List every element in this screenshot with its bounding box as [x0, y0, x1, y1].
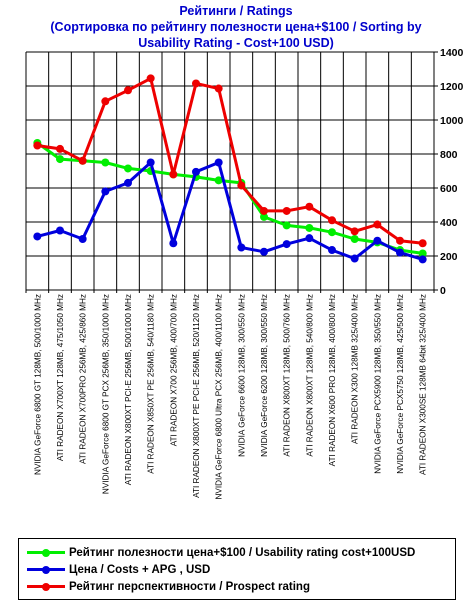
x-tick-label-14: ATI RADEON X300 128MB 325/400 MHz: [351, 294, 360, 444]
point-prospect-8: [214, 84, 223, 93]
x-tick-label-16: NVIDIA GeForce PCX5750 128MB, 425/500 MH…: [396, 294, 405, 474]
point-costs-15: [373, 236, 382, 245]
point-prospect-7: [192, 79, 200, 88]
point-prospect-3: [101, 97, 110, 106]
legend-label-usability: Рейтинг полезности цена+$100 / Usability…: [69, 547, 416, 559]
point-prospect-6: [169, 170, 178, 179]
x-tick-label-5: ATI RADEON X850XT PE 256MB, 540/1180 MHz: [147, 294, 156, 474]
point-costs-3: [101, 187, 110, 196]
point-costs-17: [418, 255, 427, 264]
legend-swatch-prospect: [27, 579, 65, 595]
point-costs-16: [396, 248, 404, 257]
series-prospect: [33, 74, 427, 248]
point-costs-12: [305, 234, 314, 243]
point-prospect-0: [33, 141, 42, 150]
chart-title: Рейтинги / Ratings (Сортировка по рейтин…: [0, 3, 472, 51]
series-costs: [33, 158, 427, 264]
x-tick-label-0: NVIDIA GeForce 6800 GT 128MB, 500/1000 M…: [33, 294, 42, 475]
legend-swatch-costs: [27, 562, 65, 578]
series-group: [33, 74, 427, 264]
y-tick-label-1000: 1000: [440, 115, 464, 127]
x-tick-label-17: ATI RADEON X300SE 128MB 64bit 325/400 MH…: [419, 294, 428, 475]
point-prospect-10: [260, 206, 268, 215]
grid: [25, 51, 435, 293]
x-tick-label-9: NVIDIA GeForce 6600 128MB, 300/550 MHz: [237, 294, 246, 457]
point-costs-8: [214, 158, 223, 167]
legend-label-prospect: Рейтинг перспективности / Prospect ratin…: [69, 581, 310, 593]
y-tick-labels: 0 200 400 600 800 1000 1200 1400: [440, 47, 464, 297]
point-costs-11: [282, 240, 291, 249]
legend: Рейтинг полезности цена+$100 / Usability…: [18, 538, 456, 600]
x-tick-label-13: ATI RADEON X600 PRO 128MB, 400/800 MHz: [328, 294, 337, 466]
line-chart: 0 200 400 600 800 1000 1200 1400 NVIDIA GeForce…: [25, 47, 464, 500]
x-tick-label-15: NVIDIA GeForce PCX5900 128MB, 350/550 MH…: [373, 294, 382, 474]
point-costs-10: [260, 247, 268, 256]
point-costs-14: [350, 254, 359, 263]
point-usability-14: [350, 235, 359, 243]
point-prospect-11: [282, 206, 291, 215]
point-costs-0: [33, 232, 42, 241]
series-line-costs: [36, 161, 424, 261]
point-usability-3: [101, 158, 110, 167]
chart-title-line-2: (Сортировка по рейтингу полезности цена+…: [50, 20, 422, 34]
legend-item-prospect: Рейтинг перспективности / Prospect ratin…: [27, 579, 310, 595]
x-tick-label-3: NVIDIA GeForce 6800 GT PCX 256MB, 350/10…: [101, 294, 110, 494]
point-prospect-16: [396, 236, 404, 245]
point-costs-7: [192, 167, 200, 176]
y-tick-label-0: 0: [440, 285, 446, 297]
x-tick-labels: NVIDIA GeForce 6800 GT 128MB, 500/1000 M…: [33, 294, 427, 500]
point-costs-9: [237, 243, 246, 252]
y-tick-label-400: 400: [440, 217, 458, 229]
legend-swatch-usability: [27, 545, 65, 561]
x-tick-label-11: ATI RADEON X800XT 128MB, 500/760 MHz: [283, 294, 292, 457]
legend-item-costs: Цена / Costs + APG , USD: [27, 562, 210, 578]
legend-marker-costs: [42, 566, 50, 574]
point-prospect-13: [328, 216, 336, 225]
x-tick-label-2: ATI RADEON X700PRO 256MB, 425/860 MHz: [79, 294, 88, 464]
point-costs-13: [328, 246, 336, 255]
point-prospect-4: [124, 86, 132, 95]
x-tick-label-4: ATI RADEON X800XT PCI-E 256MB, 500/1000 …: [124, 294, 133, 485]
point-costs-6: [169, 239, 178, 248]
y-tick-label-600: 600: [440, 183, 458, 195]
legend-marker-usability: [42, 549, 50, 557]
axes: [26, 51, 438, 291]
point-usability-11: [282, 221, 291, 230]
legend-marker-prospect: [42, 583, 50, 591]
legend-label-costs: Цена / Costs + APG , USD: [69, 564, 211, 576]
y-tick-label-200: 200: [440, 251, 458, 263]
point-usability-4: [124, 164, 132, 173]
point-prospect-5: [146, 74, 155, 83]
x-tick-label-1: ATI RADEON X700XT 128MB, 475/1050 MHz: [56, 294, 65, 461]
point-usability-17: [418, 249, 427, 258]
chart-title-line-1: Рейтинги / Ratings: [179, 4, 293, 18]
point-prospect-14: [350, 227, 359, 236]
point-prospect-2: [78, 156, 87, 165]
point-costs-1: [56, 226, 64, 235]
point-prospect-1: [56, 144, 64, 153]
point-usability-13: [328, 228, 336, 237]
y-tick-label-1200: 1200: [440, 81, 464, 93]
point-prospect-9: [237, 181, 246, 190]
x-tick-label-6: ATI RADEON X700 256MB, 400/700 MHz: [169, 294, 178, 446]
point-prospect-15: [373, 220, 382, 229]
point-prospect-17: [418, 239, 427, 248]
chart-title-line-3: Usability Rating - Cost+100 USD): [138, 36, 334, 50]
x-tick-label-10: NVIDIA GeForce 6200 128MB, 300/550 MHz: [260, 294, 269, 457]
point-costs-2: [78, 235, 87, 243]
point-usability-1: [56, 155, 64, 164]
y-tick-label-1400: 1400: [440, 47, 464, 59]
point-usability-8: [214, 176, 223, 185]
x-tick-label-7: ATI RADEON X800XT PE PCI-E 256MB, 520/11…: [192, 294, 201, 498]
point-prospect-12: [305, 202, 314, 211]
point-usability-10: [260, 212, 268, 221]
legend-item-usability: Рейтинг полезности цена+$100 / Usability…: [27, 545, 415, 561]
point-costs-4: [124, 178, 132, 187]
x-tick-label-12: ATI RADEON X800XT 128MB, 540/800 MHz: [305, 294, 314, 457]
point-usability-12: [305, 223, 314, 232]
point-costs-5: [146, 158, 155, 167]
x-tick-label-8: NVIDIA GeForce 6800 Ultra PCX 256MB, 400…: [215, 294, 224, 500]
y-tick-label-800: 800: [440, 149, 458, 161]
